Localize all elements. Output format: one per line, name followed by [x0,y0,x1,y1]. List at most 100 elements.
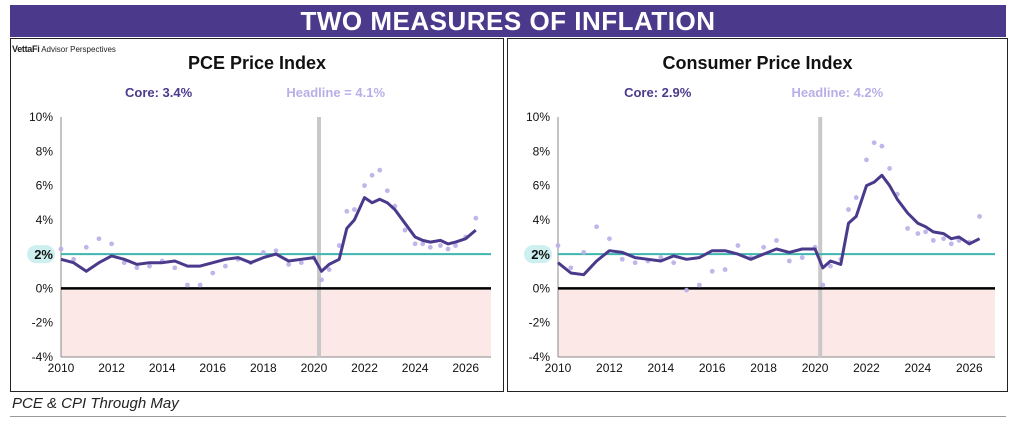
core-label: Core: 3.4% [125,85,193,100]
target-label-bg [524,245,552,264]
headline-point [948,241,954,247]
footer-divider [10,416,1006,417]
headline-point [774,238,779,243]
logo-brand: VettaFi [12,44,40,54]
core-label: Core: 2.9% [624,85,692,100]
x-tick-label: 2026 [452,361,479,375]
headline-point [412,241,418,247]
headline-point [820,282,826,288]
negative-zone [61,288,491,357]
headline-point [336,243,342,248]
headline-point [96,236,102,242]
headline-point [619,256,625,262]
x-tick-label: 2010 [48,361,75,375]
y-tick-label: 10% [526,110,550,124]
y-tick-label: 8% [36,144,54,158]
y-tick-label: 0% [36,281,54,295]
x-tick-label: 2024 [905,361,932,375]
x-tick-label: 2026 [956,361,983,375]
headline-point [923,229,928,235]
headline-point [915,231,921,236]
headline-point [377,167,383,173]
y-tick-label: 0% [533,281,551,295]
headline-point [109,241,114,247]
headline-point [930,238,936,243]
x-tick-label: 2016 [199,361,226,375]
y-tick-label: -2% [529,316,551,330]
x-tick-label: 2014 [647,361,674,375]
headline-point [853,195,859,200]
headline-point [402,227,408,233]
headline-point [568,265,574,271]
headline-point [286,262,292,267]
x-tick-label: 2016 [699,361,726,375]
y-tick-label: -2% [32,316,54,330]
headline-point [799,255,805,260]
headline-point [197,282,203,288]
chart-title: Consumer Price Index [662,53,852,73]
x-tick-label: 2020 [301,361,328,375]
headline-point [735,243,741,248]
headline-point [722,267,728,272]
headline-point [298,260,304,266]
headline-label: Headline: 4.2% [791,85,883,100]
headline-point [671,260,677,266]
y-tick-label: -4% [32,350,54,364]
headline-point [344,208,350,214]
headline-point [134,265,140,271]
y-tick-label: 10% [29,110,53,124]
headline-point [887,166,893,171]
headline-point [684,287,689,293]
footer-note: PCE & CPI Through May [12,395,179,412]
x-tick-label: 2012 [596,361,623,375]
headline-point [326,267,332,272]
headline-point [427,244,433,250]
y-tick-label: 8% [533,144,551,158]
negative-zone [558,288,995,357]
headline-point [445,246,451,252]
logo: VettaFi Advisor Perspectives [12,44,116,54]
headline-point [260,250,266,255]
headline-point [828,263,833,269]
headline-point [71,256,77,262]
y-tick-label: 2% [34,247,53,262]
target-label-bg [27,245,55,264]
headline-point [384,188,390,194]
headline-point [58,246,64,252]
x-tick-label: 2022 [351,361,378,375]
headline-point [879,143,885,149]
headline-point [453,243,458,248]
headline-point [581,250,587,255]
headline-point [941,236,946,242]
y-tick-label: -4% [529,350,551,364]
banner-title: TWO MEASURES OF INFLATION [10,5,1006,37]
headline-point [352,207,357,212]
headline-point [369,172,375,178]
headline-point [977,214,982,219]
headline-point [864,157,869,163]
y-tick-label: 4% [533,213,551,227]
headline-point [172,265,178,271]
headline-point [632,260,638,266]
y-tick-label: 2% [531,247,550,262]
headline-point [223,263,228,269]
headline-point [473,215,479,221]
x-tick-label: 2012 [98,361,125,375]
y-tick-label: 6% [533,179,551,193]
headline-point [362,183,367,188]
logo-sub: Advisor Perspectives [41,45,116,54]
headline-point [594,224,599,230]
x-tick-label: 2010 [545,361,572,375]
cpi-chart: Consumer Price Index Core: 2.9% Headline: … [524,53,995,375]
headline-label: Headline = 4.1% [286,85,385,100]
headline-point [696,282,702,288]
x-tick-label: 2018 [750,361,777,375]
x-tick-label: 2024 [402,361,429,375]
headline-point [273,248,279,254]
headline-point [761,244,767,250]
headline-point [786,258,792,264]
pce-chart: PCE Price Index Core: 3.4% Headline = 4.1%… [27,53,491,375]
x-tick-label: 2018 [250,361,277,375]
headline-point [555,243,561,248]
headline-point [658,255,664,260]
